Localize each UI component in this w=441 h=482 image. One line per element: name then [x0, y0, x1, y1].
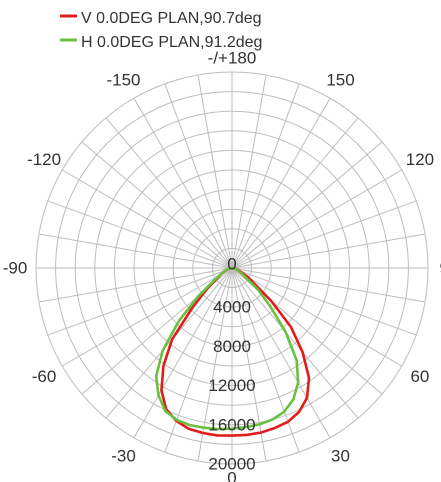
grid-spoke	[231, 200, 417, 269]
grid-spoke	[231, 117, 359, 269]
radial-tick-label: 16000	[208, 415, 255, 434]
grid-spoke	[62, 169, 233, 269]
grid-spoke	[231, 267, 417, 336]
grid-spoke	[133, 267, 233, 438]
angle-label: 90	[440, 259, 441, 278]
angle-label: 0	[227, 469, 236, 482]
series-line-v	[160, 266, 311, 437]
grid-spoke	[231, 141, 383, 269]
angle-label: -90	[3, 259, 28, 278]
radial-tick-label: 12000	[208, 376, 255, 395]
grid-spoke	[105, 267, 233, 419]
series-layer	[154, 266, 311, 437]
grid-spoke	[105, 117, 233, 269]
angle-label: -150	[106, 71, 140, 90]
grid-spoke	[81, 141, 233, 269]
grid-spoke	[231, 267, 331, 438]
angle-label: 120	[406, 150, 434, 169]
grid-spoke	[231, 98, 331, 269]
tick-labels: -/+180 150 -150 120 -120 90 -90 60 -60 30 -30 0 0 400…	[3, 49, 441, 482]
grid-spoke	[231, 83, 300, 269]
radial-tick-label: 0	[227, 255, 236, 274]
grid-spoke	[38, 267, 233, 303]
radial-tick-label: 4000	[213, 298, 251, 317]
grid-spoke	[231, 267, 426, 303]
polar-grid	[35, 71, 429, 465]
radial-tick-label: 20000	[208, 455, 255, 474]
grid-spoke	[62, 267, 233, 367]
angle-label: -/+180	[208, 49, 257, 68]
grid-spoke	[38, 233, 233, 269]
grid-spoke	[133, 98, 233, 269]
grid-spoke	[231, 267, 359, 419]
grid-spoke	[47, 200, 233, 269]
legend-label-h: H 0.0DEG PLAN,91.2deg	[81, 34, 262, 51]
grid-spoke	[231, 169, 402, 269]
legend: V 0.0DEG PLAN,90.7deg H 0.0DEG PLAN,91.2…	[60, 10, 262, 51]
series-line-h	[154, 266, 300, 431]
angle-label: 150	[326, 71, 354, 90]
grid-spoke	[197, 74, 233, 269]
angle-label: -60	[32, 367, 57, 386]
angle-label: -30	[111, 446, 136, 465]
radial-tick-label: 8000	[213, 337, 251, 356]
angle-label: -120	[27, 150, 61, 169]
grid-spoke	[231, 233, 426, 269]
grid-spoke	[164, 83, 233, 269]
grid-spoke	[231, 267, 402, 367]
legend-label-v: V 0.0DEG PLAN,90.7deg	[81, 10, 262, 27]
angle-label: 60	[410, 367, 429, 386]
grid-spoke	[231, 74, 267, 269]
grid-spoke	[231, 267, 267, 462]
angle-label: 30	[331, 446, 350, 465]
grid-spoke	[47, 267, 233, 336]
